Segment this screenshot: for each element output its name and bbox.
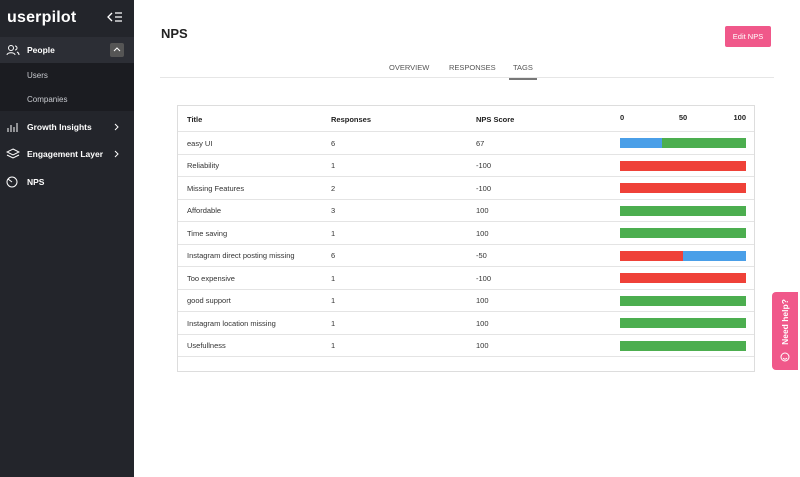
cell-responses: 2 [331,183,336,193]
column-header: NPS Score [476,114,515,124]
nav-item[interactable]: People [0,37,134,63]
tab[interactable]: OVERVIEW [389,63,430,72]
scale-tick: 0 [620,112,625,122]
bar-segment [620,250,683,261]
cell-title: Time saving [187,228,228,238]
cell-nps: 100 [476,318,489,328]
bar-segment [620,340,746,351]
nav-label: People [27,45,55,55]
cell-responses: 1 [331,296,336,305]
nps-bar [620,132,746,154]
nps-bar [620,177,746,199]
cell-nps: 67 [476,138,485,148]
bar-segment [683,250,746,261]
cell-responses: 3 [331,206,336,215]
table-header: Title Responses NPS Score 0 50 100 [178,106,754,132]
column-header: Title [187,114,203,124]
scale-tick: 50 [678,112,688,122]
cell-title: good support [187,296,231,305]
cell-responses: 1 [331,341,336,350]
cell-title: Too expensive [187,273,235,283]
nps-bar [620,222,746,244]
bar-segment [620,318,746,328]
tab[interactable]: TAGS [509,63,537,80]
table-row: Reliability 1 -100 [178,155,754,177]
scale-tick: 100 [733,112,746,122]
nps-bar [620,155,746,177]
nps-bar [620,290,746,312]
nav-label: Companies [27,94,68,104]
cell-nps: -100 [476,273,492,283]
collapse-icon[interactable] [107,11,123,23]
nav-label: Engagement Layer [27,149,104,159]
nav-subitem[interactable]: Companies [0,87,134,111]
nps-bar [620,245,746,267]
bar-segment [620,228,746,238]
cell-responses: 1 [331,318,336,328]
cell-responses: 6 [331,138,336,148]
bar-segment [620,160,746,171]
nps-bar [620,335,746,357]
cell-nps: -100 [476,161,492,170]
table-row: Too expensive 1 -100 [178,267,754,290]
help-label: Need help? [780,299,790,345]
bar-segment [661,138,746,148]
nav-label: Users [27,70,48,80]
edit-button[interactable]: Edit NPS [725,26,771,47]
cell-responses: 1 [331,161,336,170]
cell-nps: 100 [476,341,489,350]
bar-segment [620,295,746,306]
table-row: easy UI 6 67 [178,132,754,155]
help-tab[interactable]: Need help? [772,292,798,370]
logo: userpilot [7,9,77,26]
nav-item[interactable]: NPS [0,169,134,195]
nav-item[interactable]: Growth Insights [0,114,134,140]
nav-label: NPS [27,177,45,187]
nav-item[interactable]: Engagement Layer [0,141,134,167]
cell-title: Instagram location missing [187,318,276,328]
table-row: Time saving 1 100 [178,222,754,245]
nps-bar [620,312,746,334]
column-header: Responses [331,114,372,124]
cell-nps: -100 [476,183,492,193]
table-row: Instagram direct posting missing 6 -50 [178,245,754,267]
cell-nps: 100 [476,206,489,215]
nav-subitem[interactable]: Users [0,63,134,87]
table-row: Usefullness 1 100 [178,335,754,357]
cell-responses: 1 [331,273,336,283]
tab[interactable]: RESPONSES [449,63,496,72]
nav-label: Growth Insights [27,122,92,132]
nps-bar [620,267,746,289]
cell-title: Affordable [187,206,222,215]
table-row: Instagram location missing 1 100 [178,312,754,335]
page-title: NPS [161,26,188,41]
bar-segment [620,183,746,193]
cell-responses: 1 [331,228,336,238]
cell-title: easy UI [187,138,213,148]
table-row: Affordable 3 100 [178,200,754,222]
table: Title Responses NPS Score 0 50 100 easy UI 6 67 R… [177,105,755,372]
table-row: Missing Features 2 -100 [178,177,754,200]
sidebar: userpilot People Users Companies Growth … [0,0,134,477]
cell-nps: 100 [476,228,489,238]
tabs: OVERVIEW RESPONSES TAGS [160,58,774,80]
cell-title: Usefullness [187,341,226,350]
bar-segment [620,205,746,216]
bar-segment [620,138,662,148]
bar-segment [620,273,746,283]
cell-title: Missing Features [187,183,245,193]
nps-bar [620,200,746,222]
cell-responses: 6 [331,251,336,260]
cell-nps: -50 [476,251,487,260]
table-row: good support 1 100 [178,290,754,312]
main: NPS Edit NPS OVERVIEW RESPONSES TAGS Tit… [134,0,800,477]
cell-nps: 100 [476,296,489,305]
cell-title: Instagram direct posting missing [187,251,295,260]
cell-title: Reliability [187,161,220,170]
